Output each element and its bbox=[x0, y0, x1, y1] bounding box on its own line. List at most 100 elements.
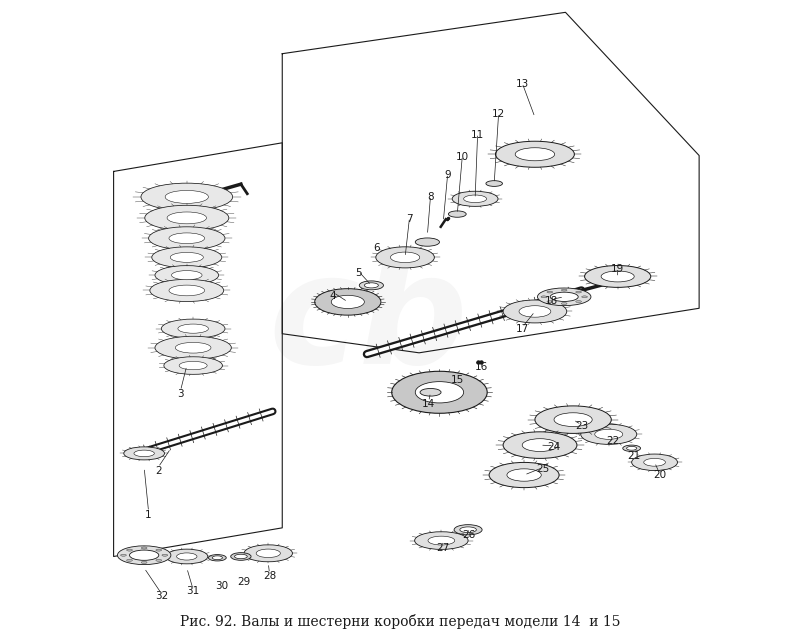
Ellipse shape bbox=[169, 285, 205, 296]
Ellipse shape bbox=[177, 553, 197, 560]
Ellipse shape bbox=[547, 291, 553, 293]
Ellipse shape bbox=[415, 238, 439, 247]
Text: 25: 25 bbox=[537, 464, 550, 474]
Ellipse shape bbox=[582, 296, 587, 298]
Ellipse shape bbox=[519, 306, 551, 317]
Text: 21: 21 bbox=[627, 451, 641, 461]
Ellipse shape bbox=[554, 413, 592, 426]
Ellipse shape bbox=[585, 266, 650, 288]
Text: 5: 5 bbox=[355, 268, 362, 278]
Ellipse shape bbox=[126, 559, 133, 561]
Text: 10: 10 bbox=[456, 152, 469, 162]
Ellipse shape bbox=[601, 271, 634, 282]
Text: 23: 23 bbox=[574, 421, 588, 431]
Ellipse shape bbox=[448, 211, 466, 217]
Ellipse shape bbox=[150, 279, 224, 302]
Text: 19: 19 bbox=[611, 264, 624, 273]
Ellipse shape bbox=[156, 549, 162, 551]
Text: 13: 13 bbox=[515, 79, 529, 89]
Ellipse shape bbox=[118, 546, 171, 564]
Ellipse shape bbox=[169, 233, 205, 243]
Ellipse shape bbox=[464, 195, 486, 203]
Ellipse shape bbox=[550, 292, 578, 302]
Ellipse shape bbox=[364, 283, 378, 288]
Ellipse shape bbox=[489, 462, 559, 488]
Ellipse shape bbox=[594, 429, 622, 439]
Ellipse shape bbox=[134, 450, 154, 456]
Ellipse shape bbox=[152, 247, 222, 268]
Ellipse shape bbox=[170, 252, 203, 263]
Text: 17: 17 bbox=[515, 324, 529, 334]
Ellipse shape bbox=[171, 270, 202, 280]
Ellipse shape bbox=[121, 554, 126, 556]
Ellipse shape bbox=[622, 445, 641, 451]
Text: 1: 1 bbox=[146, 510, 152, 520]
Text: 8: 8 bbox=[427, 192, 434, 202]
Text: 29: 29 bbox=[238, 577, 250, 587]
Ellipse shape bbox=[507, 469, 542, 482]
Ellipse shape bbox=[644, 458, 666, 466]
Text: 16: 16 bbox=[475, 362, 488, 372]
Ellipse shape bbox=[547, 300, 553, 302]
Ellipse shape bbox=[155, 266, 218, 284]
Ellipse shape bbox=[126, 549, 133, 551]
Ellipse shape bbox=[164, 357, 222, 374]
Text: 18: 18 bbox=[545, 295, 558, 306]
Ellipse shape bbox=[359, 281, 383, 290]
Ellipse shape bbox=[390, 252, 420, 263]
Text: 12: 12 bbox=[492, 109, 506, 119]
Ellipse shape bbox=[420, 388, 441, 396]
Text: 11: 11 bbox=[471, 130, 484, 139]
Ellipse shape bbox=[230, 553, 251, 560]
Ellipse shape bbox=[486, 180, 502, 186]
Ellipse shape bbox=[142, 562, 147, 564]
Ellipse shape bbox=[234, 554, 247, 559]
Ellipse shape bbox=[452, 191, 498, 206]
Ellipse shape bbox=[145, 205, 229, 230]
Ellipse shape bbox=[167, 212, 206, 224]
Ellipse shape bbox=[124, 447, 165, 460]
Ellipse shape bbox=[632, 454, 678, 471]
Ellipse shape bbox=[562, 289, 567, 291]
Ellipse shape bbox=[503, 300, 566, 323]
Text: Рис. 92. Валы и шестерни коробки передач модели 14  и 15: Рис. 92. Валы и шестерни коробки передач… bbox=[180, 614, 620, 629]
Ellipse shape bbox=[392, 371, 487, 413]
Text: 32: 32 bbox=[154, 591, 168, 601]
Text: 20: 20 bbox=[653, 470, 666, 480]
Text: 14: 14 bbox=[422, 399, 435, 409]
Ellipse shape bbox=[165, 191, 209, 204]
Ellipse shape bbox=[314, 289, 381, 315]
Text: 2: 2 bbox=[155, 465, 162, 476]
Text: 22: 22 bbox=[606, 436, 620, 446]
Text: 7: 7 bbox=[406, 214, 413, 224]
Ellipse shape bbox=[515, 148, 554, 160]
Text: 24: 24 bbox=[547, 442, 561, 452]
Ellipse shape bbox=[460, 527, 476, 533]
Ellipse shape bbox=[562, 302, 567, 304]
Text: 27: 27 bbox=[437, 543, 450, 553]
Text: 15: 15 bbox=[450, 374, 464, 385]
Ellipse shape bbox=[149, 227, 225, 250]
Ellipse shape bbox=[576, 300, 582, 302]
Ellipse shape bbox=[162, 554, 168, 556]
Ellipse shape bbox=[130, 550, 158, 560]
Ellipse shape bbox=[541, 296, 546, 298]
Ellipse shape bbox=[538, 288, 591, 306]
Ellipse shape bbox=[522, 438, 558, 451]
Ellipse shape bbox=[454, 525, 482, 535]
Ellipse shape bbox=[209, 555, 226, 561]
Text: 3: 3 bbox=[177, 389, 184, 399]
Ellipse shape bbox=[156, 559, 162, 561]
Ellipse shape bbox=[155, 336, 231, 359]
Ellipse shape bbox=[331, 295, 364, 309]
Text: 6: 6 bbox=[373, 243, 380, 253]
Ellipse shape bbox=[376, 247, 434, 268]
Text: cb: cb bbox=[268, 247, 468, 395]
Ellipse shape bbox=[175, 342, 211, 353]
Ellipse shape bbox=[178, 324, 209, 333]
Ellipse shape bbox=[535, 406, 611, 433]
Text: 31: 31 bbox=[186, 587, 200, 596]
Ellipse shape bbox=[162, 319, 225, 338]
Ellipse shape bbox=[212, 556, 222, 560]
Ellipse shape bbox=[256, 549, 280, 557]
